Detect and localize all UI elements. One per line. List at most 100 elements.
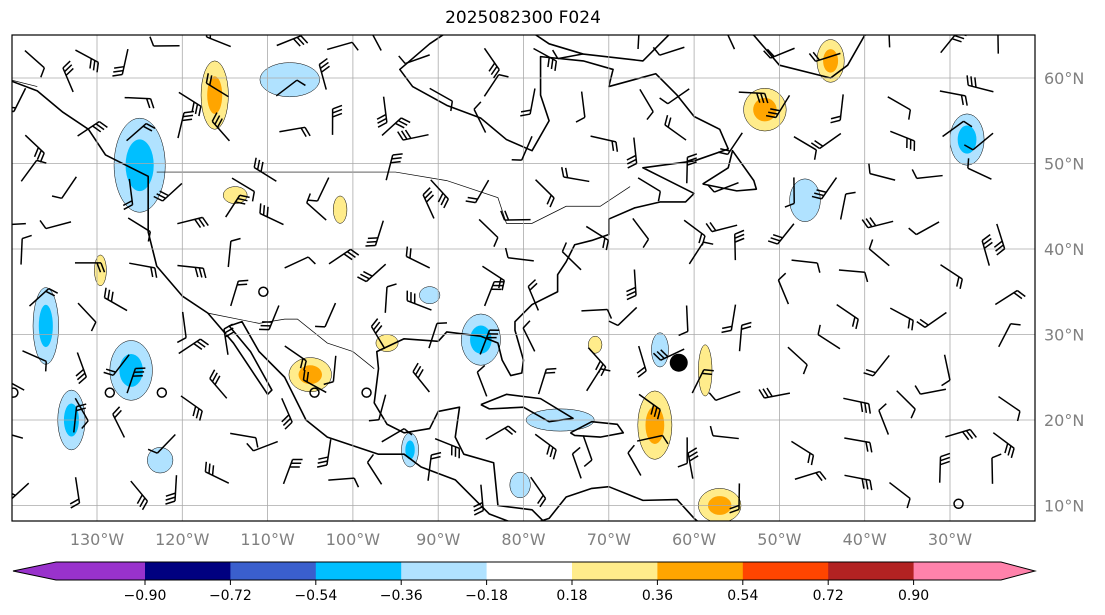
wind-barbs xyxy=(12,17,1026,516)
wind-barb xyxy=(259,305,280,331)
barb-feather xyxy=(963,120,973,128)
barb-staff xyxy=(485,425,509,440)
lat-tick-label: 20°N xyxy=(1044,411,1084,430)
barb-feather xyxy=(400,117,411,124)
barb-feather xyxy=(564,167,569,178)
wind-barb xyxy=(405,246,431,269)
barb-staff xyxy=(206,82,229,98)
barb-feather xyxy=(855,319,859,330)
barb-staff xyxy=(20,238,23,265)
wind-barb xyxy=(223,323,235,355)
border-line xyxy=(156,171,631,224)
wind-barb xyxy=(381,117,411,136)
barb-feather xyxy=(529,282,538,291)
anomaly-contour xyxy=(333,195,348,224)
barb-staff xyxy=(924,311,947,328)
barb-feather xyxy=(316,464,328,468)
barb-staff xyxy=(844,437,871,444)
wind-barb xyxy=(889,307,914,331)
barb-feather xyxy=(725,22,732,29)
barb-feather xyxy=(259,203,262,214)
barb-feather xyxy=(504,247,509,258)
barb-staff xyxy=(483,74,500,97)
barb-feather xyxy=(377,117,387,124)
barb-feather xyxy=(868,239,874,250)
barb-feather xyxy=(889,17,898,21)
barb-feather xyxy=(317,460,328,464)
barb-staff xyxy=(535,179,555,199)
barb-staff xyxy=(727,132,743,155)
wind-barb xyxy=(582,435,593,468)
barb-staff xyxy=(887,96,911,111)
wind-barb xyxy=(275,79,306,97)
wind-barb xyxy=(836,303,859,330)
barb-feather xyxy=(626,294,637,301)
wind-barb xyxy=(246,440,278,452)
greenland-coastline xyxy=(751,35,867,79)
wind-barb xyxy=(793,136,818,160)
barb-feather xyxy=(123,204,133,211)
barb-feather xyxy=(211,112,218,122)
barb-feather xyxy=(40,67,46,78)
barb-staff xyxy=(406,299,432,311)
wind-barb xyxy=(126,122,156,142)
wind-barb xyxy=(887,96,912,120)
barb-feather xyxy=(677,462,688,468)
barb-feather xyxy=(561,242,568,252)
open-circle-marker xyxy=(361,387,372,398)
barb-staff xyxy=(62,67,74,93)
wind-barb xyxy=(77,120,108,137)
barb-feather xyxy=(425,194,435,203)
wind-barb xyxy=(381,428,413,443)
wind-barb xyxy=(406,290,432,311)
barb-staff xyxy=(406,255,431,269)
wind-barb xyxy=(590,135,619,152)
barb-feather xyxy=(615,141,619,152)
barb-staff xyxy=(972,132,994,151)
barb-staff xyxy=(365,263,387,283)
barb-feather xyxy=(983,241,993,249)
barb-feather xyxy=(473,501,483,508)
barb-feather xyxy=(687,447,698,454)
wind-barb xyxy=(511,135,533,161)
barb-feather xyxy=(473,101,482,110)
barb-feather xyxy=(96,262,102,273)
barb-feather xyxy=(906,498,911,509)
barb-staff xyxy=(915,221,940,236)
barb-feather xyxy=(549,197,555,208)
anomaly-contours xyxy=(32,39,985,521)
barb-staff xyxy=(920,388,947,395)
barb-feather xyxy=(709,425,714,436)
anomaly-contour xyxy=(509,471,531,499)
wind-barb xyxy=(794,470,827,482)
barb-staff xyxy=(428,323,438,349)
barb-staff xyxy=(712,434,739,440)
wind-barb xyxy=(808,51,841,63)
anomaly-contour xyxy=(753,97,777,122)
wind-barb xyxy=(916,311,947,328)
barb-feather xyxy=(914,385,922,395)
barb-feather xyxy=(919,318,929,326)
wind-barb xyxy=(758,387,791,399)
barb-feather xyxy=(92,125,102,133)
barb-feather xyxy=(417,368,424,379)
barb-staff xyxy=(281,397,293,423)
wind-barb xyxy=(74,262,106,273)
barb-staff xyxy=(366,462,383,485)
barb-feather xyxy=(360,273,370,280)
barb-feather xyxy=(318,456,329,460)
barb-staff xyxy=(817,334,841,350)
barb-staff xyxy=(384,286,388,313)
barb-feather xyxy=(860,401,864,413)
barb-feather xyxy=(209,75,213,86)
barb-feather xyxy=(193,342,203,350)
barb-feather xyxy=(147,231,152,242)
barb-feather xyxy=(981,234,991,242)
anomaly-contour xyxy=(298,365,322,385)
barb-feather xyxy=(367,237,378,240)
wind-barb xyxy=(527,279,540,311)
barb-feather xyxy=(964,95,968,106)
barb-feather xyxy=(51,195,62,200)
barb-feather xyxy=(861,219,869,229)
barb-feather xyxy=(910,408,916,419)
